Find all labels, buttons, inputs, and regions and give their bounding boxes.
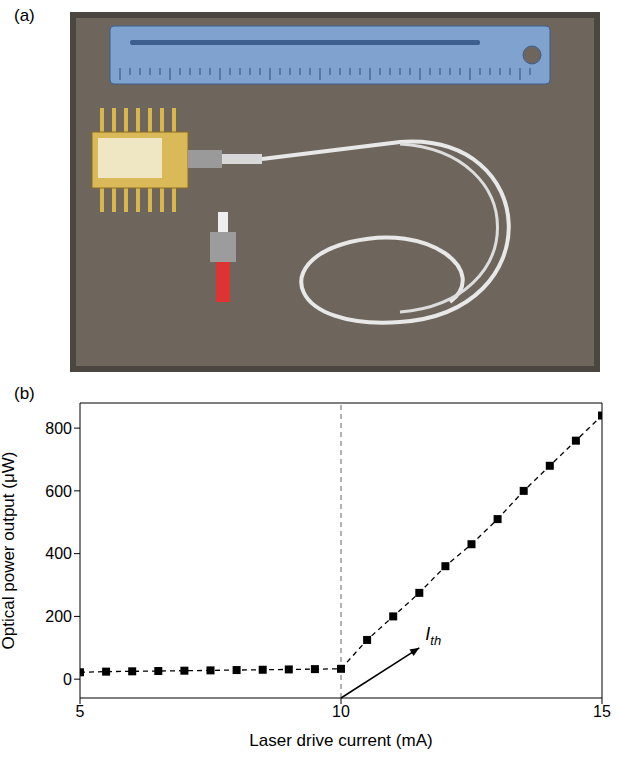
svg-text:Optical power output (μW): Optical power output (μW) <box>0 452 18 650</box>
svg-text:15: 15 <box>593 703 611 720</box>
svg-text:5: 5 <box>76 703 85 720</box>
html-text:(a): (a) <box>14 6 35 25</box>
svg-text:400: 400 <box>45 545 72 562</box>
svg-text:10: 10 <box>332 703 350 720</box>
svg-text:0: 0 <box>63 671 72 688</box>
svg-text:Ith: Ith <box>425 624 441 648</box>
svg-text:600: 600 <box>45 483 72 500</box>
svg-text:800: 800 <box>45 420 72 437</box>
svg-text:200: 200 <box>45 608 72 625</box>
svg-text:Laser drive current (mA): Laser drive current (mA) <box>249 731 432 750</box>
html-text:(b): (b) <box>14 384 35 403</box>
